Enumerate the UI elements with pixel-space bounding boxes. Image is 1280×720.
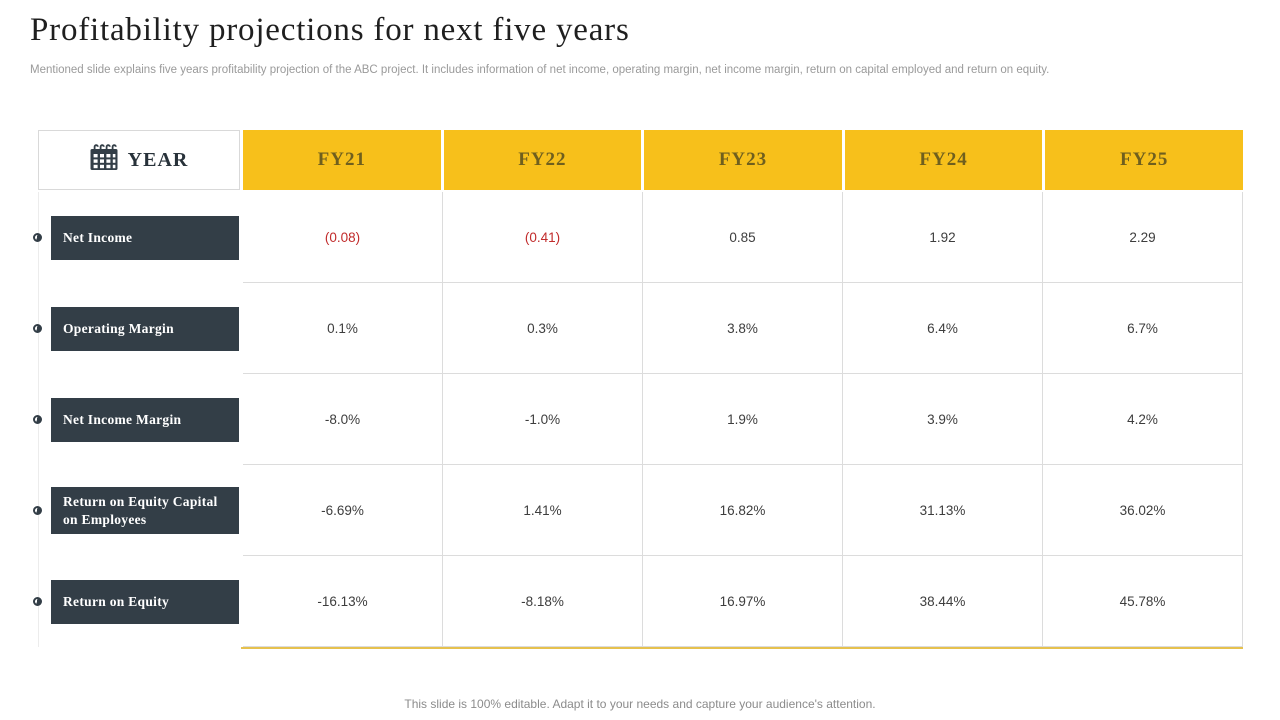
table-cell: -1.0% xyxy=(443,374,643,464)
projections-table: YEAR FY21 FY22 FY23 FY24 FY25 Net Income… xyxy=(33,130,1243,649)
half-circle-bullet-icon xyxy=(33,597,42,606)
table-row-return-on-equity: Return on Equity -16.13% -8.18% 16.97% 3… xyxy=(33,556,1243,647)
table-cell: 0.3% xyxy=(443,283,643,373)
row-header: Return on Equity Capital on Employees xyxy=(33,465,243,556)
row-header: Net Income Margin xyxy=(33,374,243,465)
row-header: Return on Equity xyxy=(33,556,243,647)
table-cell: 4.2% xyxy=(1043,374,1243,464)
table-cell: 38.44% xyxy=(843,556,1043,646)
half-circle-bullet-icon xyxy=(33,233,42,242)
table-cell: 2.29 xyxy=(1043,192,1243,282)
calendar-icon xyxy=(90,144,118,176)
table-cell: 0.1% xyxy=(243,283,443,373)
half-circle-bullet-icon xyxy=(33,324,42,333)
year-corner-label: YEAR xyxy=(127,148,189,171)
table-cell: -8.18% xyxy=(443,556,643,646)
table-cell: 36.02% xyxy=(1043,465,1243,555)
row-values: -16.13% -8.18% 16.97% 38.44% 45.78% xyxy=(243,556,1243,647)
column-header-fy23: FY23 xyxy=(644,130,842,190)
table-cell: 6.4% xyxy=(843,283,1043,373)
column-header-fy21: FY21 xyxy=(243,130,441,190)
table-row-net-income: Net Income (0.08) (0.41) 0.85 1.92 2.29 xyxy=(33,192,1243,283)
row-label: Return on Equity Capital on Employees xyxy=(51,486,239,535)
table-cell: 6.7% xyxy=(1043,283,1243,373)
table-header-row: YEAR FY21 FY22 FY23 FY24 FY25 xyxy=(38,130,1243,190)
table-cell: -16.13% xyxy=(243,556,443,646)
table-cell: 3.9% xyxy=(843,374,1043,464)
year-corner-cell: YEAR xyxy=(38,130,240,190)
table-cell: 31.13% xyxy=(843,465,1043,555)
table-cell: 3.8% xyxy=(643,283,843,373)
table-cell: 16.97% xyxy=(643,556,843,646)
row-values: -8.0% -1.0% 1.9% 3.9% 4.2% xyxy=(243,374,1243,465)
accent-underline xyxy=(241,647,1243,649)
row-label: Net Income Margin xyxy=(51,397,239,442)
page-subtitle: Mentioned slide explains five years prof… xyxy=(30,64,1050,76)
table-row-return-on-equity-capital: Return on Equity Capital on Employees -6… xyxy=(33,465,1243,556)
table-cell: (0.08) xyxy=(243,192,443,282)
row-values: 0.1% 0.3% 3.8% 6.4% 6.7% xyxy=(243,283,1243,374)
half-circle-bullet-icon xyxy=(33,415,42,424)
half-circle-bullet-icon xyxy=(33,506,42,515)
table-cell: (0.41) xyxy=(443,192,643,282)
table-row-operating-margin: Operating Margin 0.1% 0.3% 3.8% 6.4% 6.7… xyxy=(33,283,1243,374)
table-cell: 1.41% xyxy=(443,465,643,555)
table-cell: 16.82% xyxy=(643,465,843,555)
column-header-fy22: FY22 xyxy=(443,130,642,190)
table-cell: 1.92 xyxy=(843,192,1043,282)
table-row-net-income-margin: Net Income Margin -8.0% -1.0% 1.9% 3.9% … xyxy=(33,374,1243,465)
footer-note: This slide is 100% editable. Adapt it to… xyxy=(404,697,876,711)
row-header: Net Income xyxy=(33,192,243,283)
row-values: (0.08) (0.41) 0.85 1.92 2.29 xyxy=(243,192,1243,283)
row-header: Operating Margin xyxy=(33,283,243,374)
row-label: Return on Equity xyxy=(51,579,239,624)
row-label: Operating Margin xyxy=(51,306,239,351)
table-cell: 1.9% xyxy=(643,374,843,464)
page-title: Profitability projections for next five … xyxy=(30,12,630,48)
table-cell: 0.85 xyxy=(643,192,843,282)
row-label: Net Income xyxy=(51,215,239,260)
column-header-fy24: FY24 xyxy=(844,130,1043,190)
row-values: -6.69% 1.41% 16.82% 31.13% 36.02% xyxy=(243,465,1243,556)
column-header-fy25: FY25 xyxy=(1045,130,1243,190)
table-cell: -8.0% xyxy=(243,374,443,464)
table-body: Net Income (0.08) (0.41) 0.85 1.92 2.29 … xyxy=(33,192,1243,649)
table-cell: -6.69% xyxy=(243,465,443,555)
table-cell: 45.78% xyxy=(1043,556,1243,646)
